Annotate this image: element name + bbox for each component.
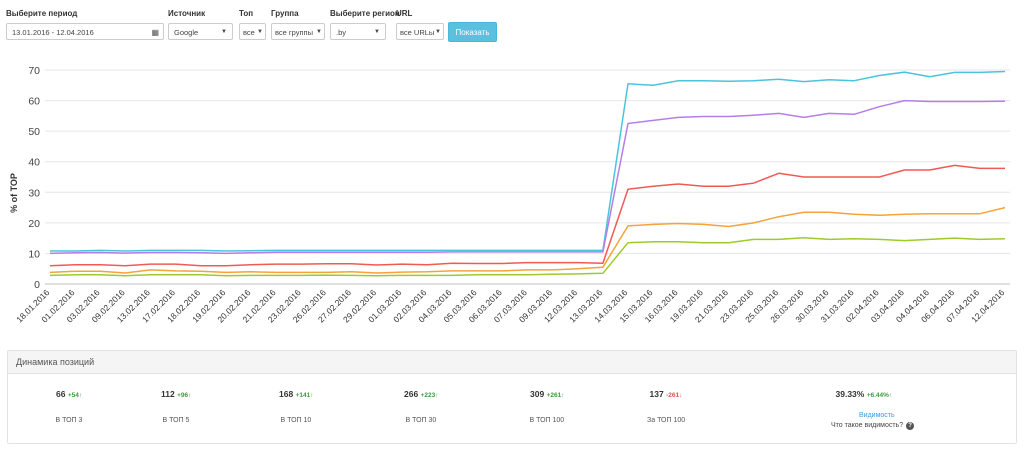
stat-delta-value: +96 [177, 392, 189, 399]
source-value: Google [174, 28, 199, 37]
stat-label: В ТОП 5 [162, 417, 190, 424]
top-select[interactable]: все ▼ [239, 23, 266, 40]
stat-value: 266 +223↑ [404, 389, 438, 399]
stat-delta-value: -261 [666, 392, 680, 399]
caret-down-icon: ▼ [316, 29, 322, 35]
arrow-up-icon: ↑ [310, 392, 314, 399]
y-axis-label: % of TOP [9, 173, 19, 213]
region-filter: Выберите регион .by ▼ [330, 8, 400, 40]
y-tick-label: 30 [28, 187, 40, 199]
positions-dynamics-panel: Динамика позиций 66 +54↑ В ТОП 3 112 +96↑ В… [7, 350, 1017, 444]
region-select[interactable]: .by ▼ [330, 23, 386, 40]
caret-down-icon: ▼ [257, 29, 263, 35]
source-filter: Источник Google ▼ [168, 8, 233, 40]
stat-value: 66 +54↑ [56, 389, 82, 399]
filters-bar: Выберите период 13.01.2016 - 12.04.2016 … [0, 0, 1024, 48]
y-tick-label: 70 [28, 65, 40, 77]
region-value: .by [336, 28, 347, 37]
series-line-5 [49, 237, 1006, 277]
period-label: Выберите период [6, 9, 78, 18]
visibility-help-link[interactable]: Что такое видимость?? [831, 422, 915, 430]
stat-label: В ТОП 30 [405, 417, 437, 424]
series-line-1 [50, 70, 1006, 252]
arrow-down-icon: ↓ [679, 392, 683, 399]
stat-delta-value: +223 [420, 392, 436, 399]
arrow-up-icon: ↑ [188, 392, 192, 399]
period-input[interactable]: 13.01.2016 - 12.04.2016 ▦ [6, 23, 164, 40]
stat-delta-value: +261 [546, 392, 562, 399]
series-line-4 [49, 206, 1006, 274]
url-filter: URL все URLы ▼ [396, 8, 444, 40]
stat-label: За ТОП 100 [647, 417, 686, 424]
group-label: Группа [271, 9, 299, 18]
y-tick-label: 60 [28, 96, 40, 108]
y-tick-label: 10 [28, 248, 40, 260]
stat-number: 266 [404, 389, 419, 399]
source-label: Источник [168, 9, 206, 18]
stat-value: 112 +96↑ [161, 389, 191, 399]
stat-delta: +141↑ [296, 392, 314, 399]
y-tick-label: 50 [28, 126, 40, 138]
stat-delta: +261↑ [547, 392, 565, 399]
caret-down-icon: ▼ [221, 29, 227, 35]
url-select[interactable]: все URLы ▼ [396, 23, 444, 40]
calendar-icon[interactable]: ▦ [151, 28, 159, 37]
stat-delta: +223↑ [421, 392, 439, 399]
group-select[interactable]: все группы ▼ [271, 23, 325, 40]
y-tick-label: 40 [28, 157, 40, 169]
y-tick-label: 0 [34, 279, 40, 291]
series-line-3 [49, 164, 1005, 267]
show-button[interactable]: Показать [448, 22, 497, 42]
stat-value: 168 +141↑ [279, 389, 313, 399]
question-circle-icon[interactable]: ? [906, 422, 915, 430]
top-percent-chart: 0 10 20 30 40 50 60 70 18.01.2016 01.02.2016 03.0… [0, 55, 1024, 347]
visibility-link[interactable]: Видимость [859, 412, 895, 419]
caret-down-icon: ▼ [374, 29, 380, 35]
top-filter: Топ все ▼ [239, 8, 266, 40]
stat-delta-value: +141 [295, 392, 311, 399]
stat-delta-value: +54 [67, 392, 79, 399]
panel-title: Динамика позиций [8, 351, 1016, 374]
arrow-up-icon: ↑ [561, 392, 565, 399]
stat-value: 309 +261↑ [530, 389, 564, 399]
stat-label: В ТОП 100 [529, 417, 565, 424]
arrow-up-icon: ↑ [78, 392, 83, 399]
arrow-up-icon: ↑ [888, 392, 893, 399]
stat-number: 39.33% [835, 389, 865, 399]
stat-number: 137 [649, 389, 664, 399]
stat-label: В ТОП 3 [55, 417, 83, 424]
stat-delta: +96↑ [177, 392, 191, 399]
series-line-2 [49, 99, 1006, 255]
visibility-help-text: Что такое видимость? [831, 422, 904, 429]
stat-delta: +54↑ [68, 392, 82, 399]
region-label: Выберите регион [330, 9, 400, 18]
stat-value: 39.33% +6.44%↑ [836, 389, 893, 399]
stat-delta: +6.44%↑ [867, 392, 892, 399]
stat-number: 112 [161, 389, 175, 399]
url-label: URL [396, 9, 413, 18]
stat-label: В ТОП 10 [280, 417, 312, 424]
period-value: 13.01.2016 - 12.04.2016 [12, 28, 94, 37]
stat-delta-value: +6.44% [866, 392, 889, 399]
source-select[interactable]: Google ▼ [168, 23, 233, 40]
top-value: все [243, 28, 255, 37]
url-value: все URLы [400, 28, 435, 37]
stat-value: 137 -261↓ [650, 389, 683, 399]
stat-number: 309 [530, 389, 545, 399]
caret-down-icon: ▼ [435, 29, 441, 35]
stat-number: 168 [279, 389, 294, 399]
period-filter: Выберите период 13.01.2016 - 12.04.2016 … [6, 8, 164, 40]
y-tick-label: 20 [28, 218, 40, 230]
group-filter: Группа все группы ▼ [271, 8, 325, 40]
top-label: Топ [239, 9, 254, 18]
group-value: все группы [275, 28, 313, 37]
stat-delta: -261↓ [666, 392, 682, 399]
arrow-up-icon: ↑ [435, 392, 439, 399]
stat-number: 66 [56, 389, 66, 399]
